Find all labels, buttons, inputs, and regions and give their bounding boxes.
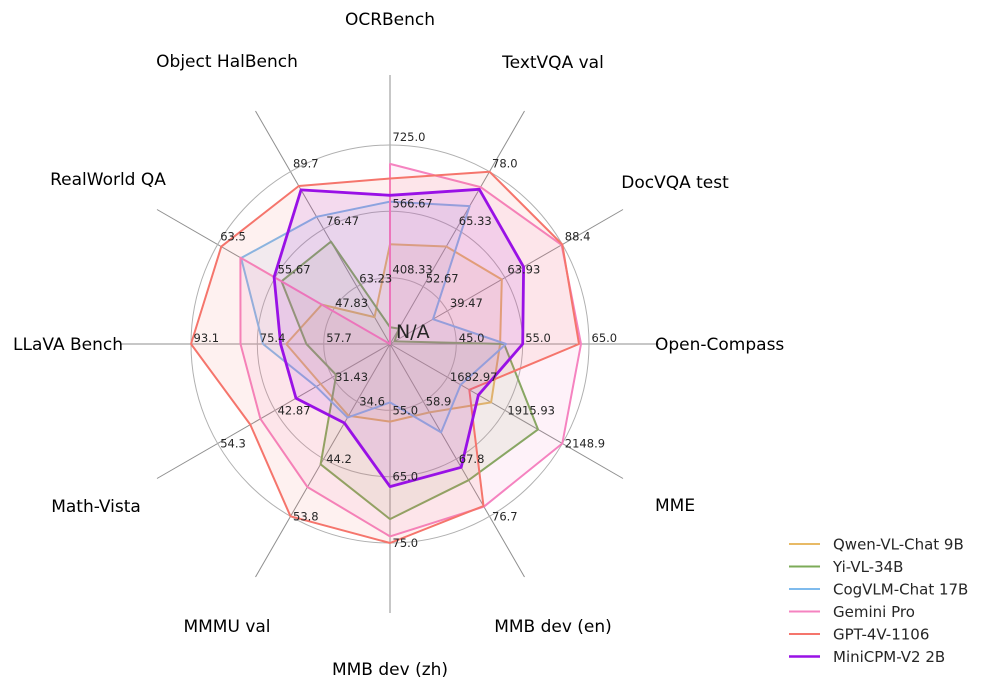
tick-label: 31.43 — [335, 370, 368, 384]
tick-label: 34.6 — [359, 394, 385, 408]
tick-label: 1915.93 — [507, 403, 555, 417]
axis-spoke — [255, 110, 391, 345]
tick-label: 89.7 — [293, 157, 319, 171]
axis-label-math-vista: Math-Vista — [51, 497, 141, 517]
series-polygon-minicpm-v2-2b — [272, 187, 525, 488]
tick-label: 1682.97 — [450, 370, 498, 384]
tick-label: 2148.9 — [565, 437, 605, 451]
tick-label: 63.93 — [507, 263, 540, 277]
axis-label-mmmu-val: MMMU val — [183, 617, 270, 637]
tick-label: 65.0 — [592, 331, 618, 345]
legend-item-gpt-4v-1106: GPT-4V-1106 — [789, 626, 929, 644]
tick-label: 75.0 — [393, 536, 419, 550]
tick-label: 76.7 — [492, 509, 518, 523]
tick-label: 54.3 — [220, 437, 246, 451]
na-label: N/A — [396, 321, 430, 343]
axis-labels: OCRBench TextVQA val DocVQA test Open-Compa… — [13, 10, 784, 680]
tick-label: 42.87 — [278, 403, 311, 417]
legend-item-cogvlm-chat-17b: CogVLM-Chat 17B — [789, 581, 968, 599]
axis-spoke — [389, 110, 525, 345]
tick-label: 67.8 — [459, 452, 485, 466]
axis-spoke — [255, 343, 391, 578]
axis-label-realworld-qa: RealWorld QA — [50, 170, 166, 190]
tick-label: 58.9 — [426, 394, 452, 408]
legend: Qwen-VL-Chat 9B Yi-VL-34B CogVLM-Chat 17B G… — [789, 536, 968, 666]
axis-label-open-compass: Open-Compass — [655, 335, 784, 355]
legend-label-cogvlm-chat-17b: CogVLM-Chat 17B — [833, 581, 968, 599]
axis-label-mme: MME — [655, 496, 695, 516]
legend-item-gemini-pro: Gemini Pro — [789, 603, 915, 621]
tick-label: 52.67 — [426, 272, 459, 286]
tick-label: 47.83 — [335, 296, 368, 310]
axis-label-textvqa-val: TextVQA val — [501, 53, 604, 73]
tick-label: 65.33 — [459, 214, 492, 228]
axis-label-llava-bench: LLaVA Bench — [13, 335, 123, 355]
tick-label: 76.47 — [326, 214, 359, 228]
tick-label: 39.47 — [450, 296, 483, 310]
tick-labels: 408.33 566.67 725.0 52.67 65.33 78.0 39.47 63.9… — [194, 130, 618, 550]
tick-label: 65.0 — [393, 470, 419, 484]
tick-label: 63.23 — [359, 272, 392, 286]
tick-label: 93.1 — [194, 331, 220, 345]
series-polygon-gpt-4v-1106 — [190, 170, 580, 544]
tick-label: 725.0 — [393, 130, 426, 144]
legend-item-minicpm-v2-2b: MiniCPM-V2 2B — [789, 648, 945, 666]
tick-label: 566.67 — [393, 196, 433, 210]
legend-label-minicpm-v2-2b: MiniCPM-V2 2B — [833, 648, 945, 666]
tick-label: 55.67 — [278, 263, 311, 277]
legend-label-yi-vl-34b: Yi-VL-34B — [832, 558, 903, 576]
axis-label-object-halbench: Object HalBench — [156, 52, 298, 72]
legend-label-gemini-pro: Gemini Pro — [833, 603, 915, 621]
legend-item-yi-vl-34b: Yi-VL-34B — [789, 558, 903, 576]
tick-label: 53.8 — [293, 509, 319, 523]
axis-label-ocrbench: OCRBench — [345, 10, 435, 30]
legend-label-gpt-4v-1106: GPT-4V-1106 — [833, 626, 929, 644]
tick-label: 44.2 — [326, 452, 352, 466]
tick-label: 408.33 — [393, 263, 433, 277]
tick-label: 88.4 — [565, 230, 591, 244]
tick-label: 63.5 — [220, 230, 246, 244]
axis-spoke — [389, 343, 624, 479]
tick-label: 78.0 — [492, 157, 518, 171]
tick-label: 55.0 — [393, 403, 419, 417]
tick-label: 45.0 — [459, 331, 485, 345]
axis-spoke — [389, 209, 624, 345]
tick-label: 57.7 — [326, 331, 352, 345]
tick-label: 55.0 — [525, 331, 551, 345]
axis-spoke — [389, 343, 525, 578]
axis-spoke — [156, 343, 391, 479]
axis-label-mmb-dev-zh-: MMB dev (zh) — [332, 660, 448, 680]
legend-label-qwen-vl-chat-9b: Qwen-VL-Chat 9B — [833, 536, 964, 554]
axis-label-docvqa-test: DocVQA test — [621, 173, 729, 193]
legend-item-qwen-vl-chat-9b: Qwen-VL-Chat 9B — [789, 536, 964, 554]
tick-label: 75.4 — [260, 331, 286, 345]
axis-label-mmb-dev-en-: MMB dev (en) — [494, 617, 612, 637]
